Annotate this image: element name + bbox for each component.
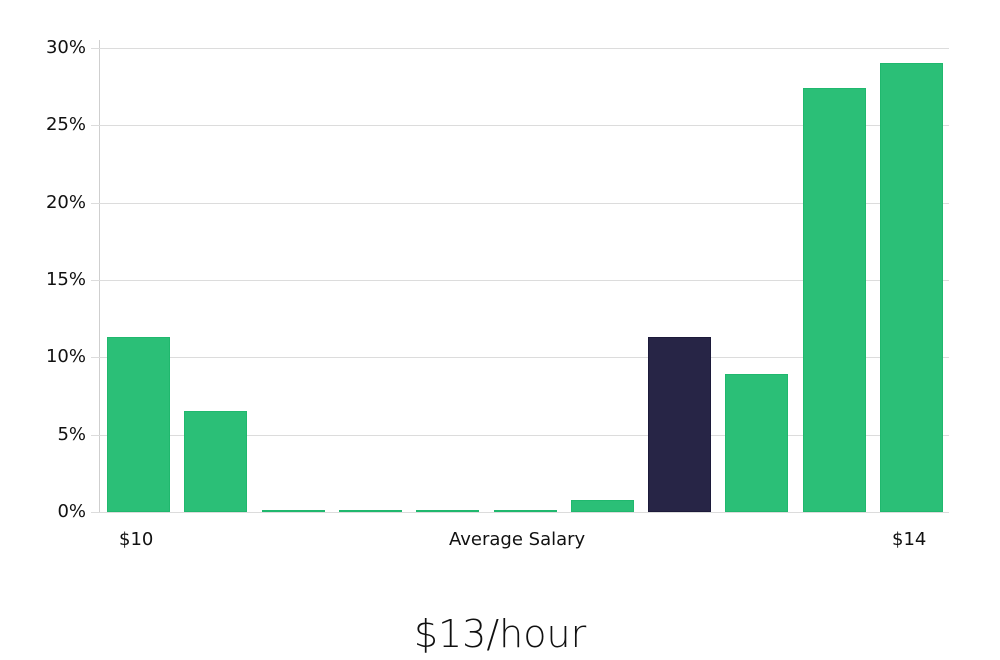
bar [493,510,557,512]
x-label-max: $14 [892,529,927,550]
bar [880,63,943,512]
bar [802,88,866,512]
y-tick-label: 5% [57,423,86,445]
gridline [91,125,949,127]
y-tick-label: 15% [45,269,86,290]
y-axis-line [99,40,100,512]
bar [416,510,480,512]
y-tick-label: 10% [45,346,86,368]
x-label-min: $10 [119,529,154,550]
y-tick-label: 25% [45,114,86,136]
gridline [91,434,949,436]
gridline [91,202,949,204]
gridline [91,48,949,49]
bar [261,510,325,512]
x-axis-title: Average Salary [449,529,586,550]
bar [184,411,248,512]
gridline [91,280,949,281]
y-tick-label: 0% [57,501,86,522]
average-salary-caption: $13/hour [413,612,587,656]
bar [725,374,789,512]
gridline [91,357,949,359]
bar [570,499,634,512]
gridline [91,512,949,513]
bar [338,510,402,512]
plot-area [99,48,949,512]
y-tick-label: 20% [45,191,86,213]
bar [107,337,170,512]
bar-highlighted [648,337,712,512]
y-tick-label: 30% [45,37,86,58]
